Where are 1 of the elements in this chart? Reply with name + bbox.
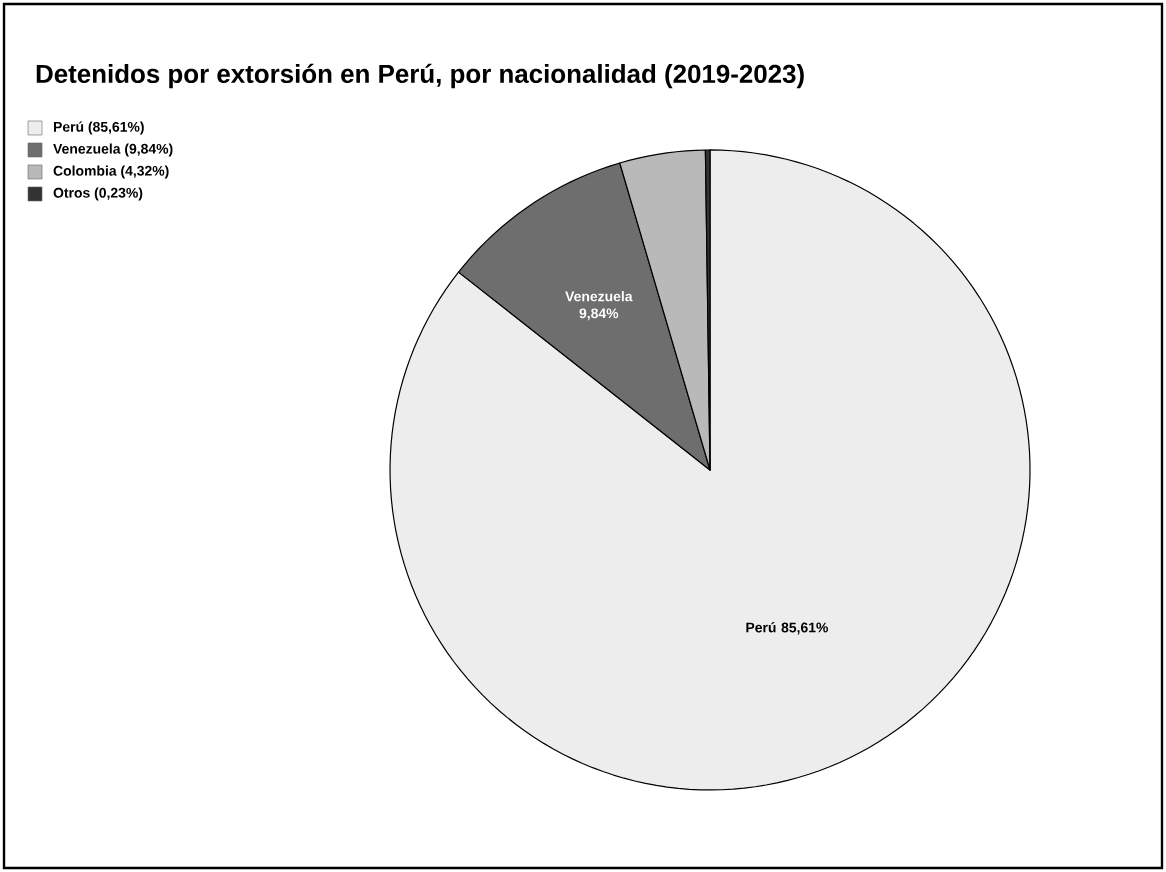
chart-title: Detenidos por extorsión en Perú, por nacionalidad (2019-2023)	[36, 63, 804, 89]
